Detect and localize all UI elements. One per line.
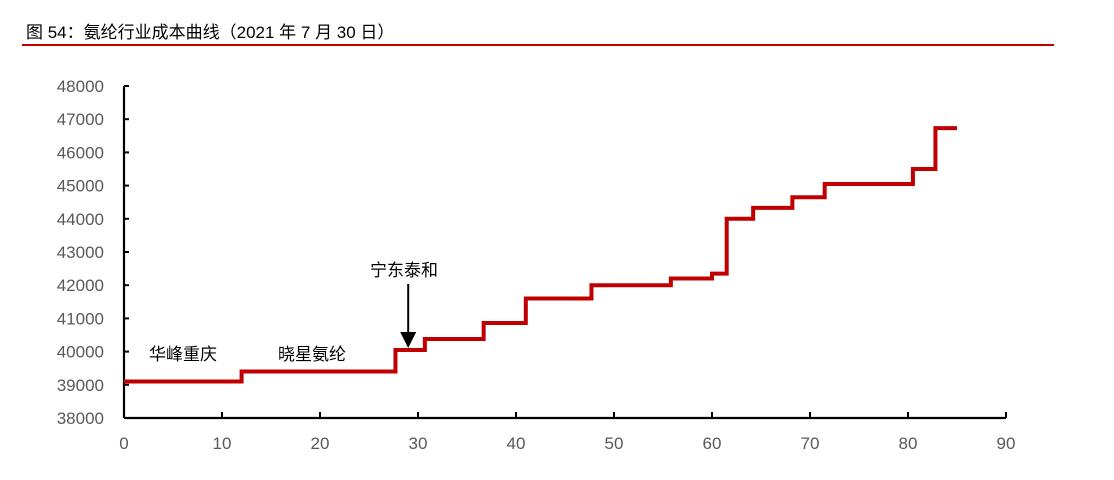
axes <box>122 86 1006 420</box>
y-tick-label: 41000 <box>57 309 104 328</box>
y-tick-label: 45000 <box>57 177 104 196</box>
x-tick-label: 90 <box>997 434 1016 453</box>
figure-title: 图 54：氨纶行业成本曲线（2021 年 7 月 30 日） <box>26 23 395 42</box>
x-tick-label: 40 <box>507 434 526 453</box>
cost-step-line <box>124 126 957 384</box>
annotation-label: 宁东泰和 <box>370 261 438 280</box>
annotation-label: 晓星氨纶 <box>278 345 346 364</box>
x-axis-ticks: 0 10 20 30 40 50 60 70 80 90 <box>119 412 1015 453</box>
x-tick-label: 30 <box>409 434 428 453</box>
annotation-label: 华峰重庆 <box>149 345 217 364</box>
x-tick-label: 80 <box>899 434 918 453</box>
y-tick-label: 44000 <box>57 210 104 229</box>
x-tick-label: 70 <box>801 434 820 453</box>
x-tick-label: 0 <box>119 434 128 453</box>
x-tick-label: 20 <box>311 434 330 453</box>
annotations: 华峰重庆 晓星氨纶 宁东泰和 <box>149 261 438 364</box>
arrow-head-icon <box>400 331 417 348</box>
y-axis-ticks: 38000 39000 40000 41000 42000 43000 44000 45000… <box>57 77 129 428</box>
x-tick-label: 10 <box>213 434 232 453</box>
y-tick-label: 38000 <box>57 409 104 428</box>
y-tick-label: 48000 <box>57 77 104 96</box>
x-tick-label: 50 <box>605 434 624 453</box>
y-tick-label: 40000 <box>57 343 104 362</box>
y-tick-label: 46000 <box>57 143 104 162</box>
y-tick-label: 39000 <box>57 376 104 395</box>
y-tick-label: 42000 <box>57 276 104 295</box>
title-divider <box>22 44 1054 46</box>
x-tick-label: 60 <box>703 434 722 453</box>
y-tick-label: 47000 <box>57 110 104 129</box>
y-tick-label: 43000 <box>57 243 104 262</box>
